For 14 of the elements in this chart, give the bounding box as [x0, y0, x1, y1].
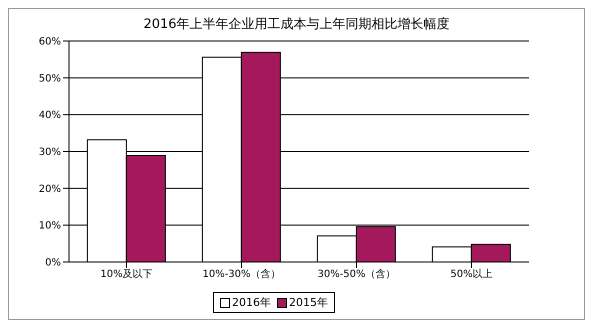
chart-title: 2016年上半年企业用工成本与上年同期相比增长幅度: [142, 16, 451, 33]
x-tick-label: 30%-50%（含）: [317, 268, 396, 280]
x-tick-label: 50%以上: [450, 268, 493, 280]
y-tick-label: 10%: [38, 220, 61, 232]
legend-label: 2016年: [231, 295, 271, 310]
y-tick-label: 20%: [38, 184, 61, 195]
legend-label: 2015年: [288, 295, 328, 310]
y-tick-label: 0%: [45, 258, 61, 269]
x-tick-label: 10%及以下: [100, 268, 153, 280]
y-tick-label: 50%: [38, 73, 61, 84]
y-tick-label: 60%: [38, 36, 61, 48]
y-tick-label: 40%: [38, 110, 61, 122]
x-tick-label: 10%-30%（含）: [202, 268, 281, 280]
y-tick-label: 30%: [38, 147, 61, 158]
